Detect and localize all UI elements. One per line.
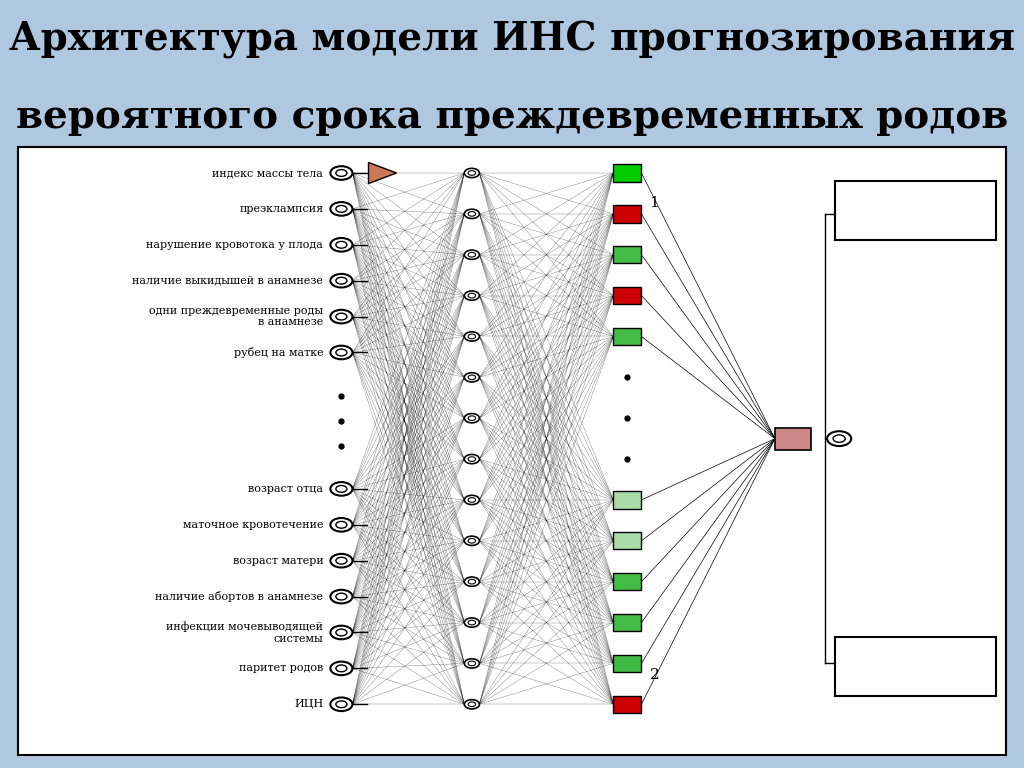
- FancyBboxPatch shape: [836, 637, 995, 696]
- FancyBboxPatch shape: [613, 655, 641, 672]
- Circle shape: [468, 211, 475, 216]
- Text: индекс массы тела: индекс массы тела: [212, 168, 324, 178]
- Circle shape: [468, 416, 475, 421]
- Circle shape: [331, 518, 352, 531]
- Circle shape: [336, 349, 347, 356]
- Text: наличие абортов в анамнезе: наличие абортов в анамнезе: [156, 591, 324, 602]
- Circle shape: [331, 590, 352, 604]
- Text: одни преждевременные роды
в анамнезе: одни преждевременные роды в анамнезе: [150, 306, 324, 327]
- Circle shape: [468, 293, 475, 298]
- Circle shape: [464, 455, 479, 464]
- Circle shape: [336, 593, 347, 600]
- Circle shape: [468, 375, 475, 379]
- Circle shape: [464, 659, 479, 668]
- Circle shape: [468, 334, 475, 339]
- Circle shape: [464, 577, 479, 586]
- Circle shape: [827, 431, 851, 446]
- Text: ИЦН: ИЦН: [294, 700, 324, 710]
- Circle shape: [331, 274, 352, 287]
- FancyBboxPatch shape: [613, 532, 641, 549]
- Circle shape: [834, 435, 845, 442]
- Circle shape: [464, 700, 479, 709]
- Polygon shape: [369, 163, 396, 184]
- Circle shape: [331, 697, 352, 711]
- FancyBboxPatch shape: [836, 181, 995, 240]
- Circle shape: [331, 202, 352, 216]
- Text: преэклампсия: преэклампсия: [240, 204, 324, 214]
- Circle shape: [336, 701, 347, 707]
- Circle shape: [336, 485, 347, 492]
- Circle shape: [468, 579, 475, 584]
- Circle shape: [336, 665, 347, 672]
- Text: возраст отца: возраст отца: [249, 484, 324, 494]
- Circle shape: [464, 495, 479, 505]
- Text: Архитектура модели ИНС прогнозирования: Архитектура модели ИНС прогнозирования: [9, 21, 1015, 59]
- Text: рубец на матке: рубец на матке: [233, 347, 324, 358]
- Circle shape: [464, 536, 479, 545]
- Circle shape: [468, 621, 475, 625]
- Circle shape: [464, 372, 479, 382]
- Circle shape: [336, 206, 347, 212]
- Circle shape: [464, 209, 479, 219]
- FancyBboxPatch shape: [775, 428, 811, 450]
- Text: возраст матери: возраст матери: [232, 556, 324, 566]
- Circle shape: [464, 332, 479, 341]
- Circle shape: [331, 310, 352, 323]
- Text: 3-4 степень
недоношенности: 3-4 степень недоношенности: [853, 651, 978, 682]
- Text: 1-2 степень
недоношенности: 1-2 степень недоношенности: [853, 196, 978, 226]
- Circle shape: [331, 346, 352, 359]
- Text: 2: 2: [649, 667, 659, 682]
- Circle shape: [464, 168, 479, 177]
- Circle shape: [336, 558, 347, 564]
- Circle shape: [331, 626, 352, 639]
- FancyBboxPatch shape: [613, 328, 641, 345]
- FancyBboxPatch shape: [613, 164, 641, 182]
- Circle shape: [331, 166, 352, 180]
- FancyBboxPatch shape: [613, 205, 641, 223]
- Circle shape: [336, 170, 347, 177]
- Circle shape: [336, 521, 347, 528]
- Text: нарушение кровотока у плода: нарушение кровотока у плода: [146, 240, 324, 250]
- Circle shape: [464, 250, 479, 260]
- Circle shape: [336, 277, 347, 284]
- Circle shape: [468, 661, 475, 666]
- Circle shape: [336, 313, 347, 320]
- FancyBboxPatch shape: [613, 492, 641, 508]
- FancyBboxPatch shape: [613, 614, 641, 631]
- Text: вероятного срока преждевременных родов: вероятного срока преждевременных родов: [16, 98, 1008, 135]
- Circle shape: [331, 661, 352, 675]
- Circle shape: [336, 241, 347, 248]
- Circle shape: [464, 291, 479, 300]
- Circle shape: [331, 482, 352, 495]
- Circle shape: [464, 413, 479, 423]
- FancyBboxPatch shape: [18, 147, 1006, 756]
- Circle shape: [331, 554, 352, 568]
- Circle shape: [331, 238, 352, 252]
- Text: паритет родов: паритет родов: [239, 664, 324, 674]
- FancyBboxPatch shape: [613, 246, 641, 263]
- Circle shape: [336, 629, 347, 636]
- Circle shape: [468, 457, 475, 462]
- Circle shape: [468, 170, 475, 175]
- Circle shape: [464, 618, 479, 627]
- Circle shape: [468, 538, 475, 543]
- FancyBboxPatch shape: [613, 573, 641, 591]
- Circle shape: [468, 702, 475, 707]
- Text: инфекции мочевыводящей
системы: инфекции мочевыводящей системы: [166, 621, 324, 644]
- Text: 1: 1: [649, 196, 659, 210]
- FancyBboxPatch shape: [613, 696, 641, 713]
- Circle shape: [468, 253, 475, 257]
- FancyBboxPatch shape: [613, 287, 641, 304]
- Text: маточное кровотечение: маточное кровотечение: [183, 520, 324, 530]
- Circle shape: [468, 498, 475, 502]
- Text: наличие выкидышей в анамнезе: наличие выкидышей в анамнезе: [132, 276, 324, 286]
